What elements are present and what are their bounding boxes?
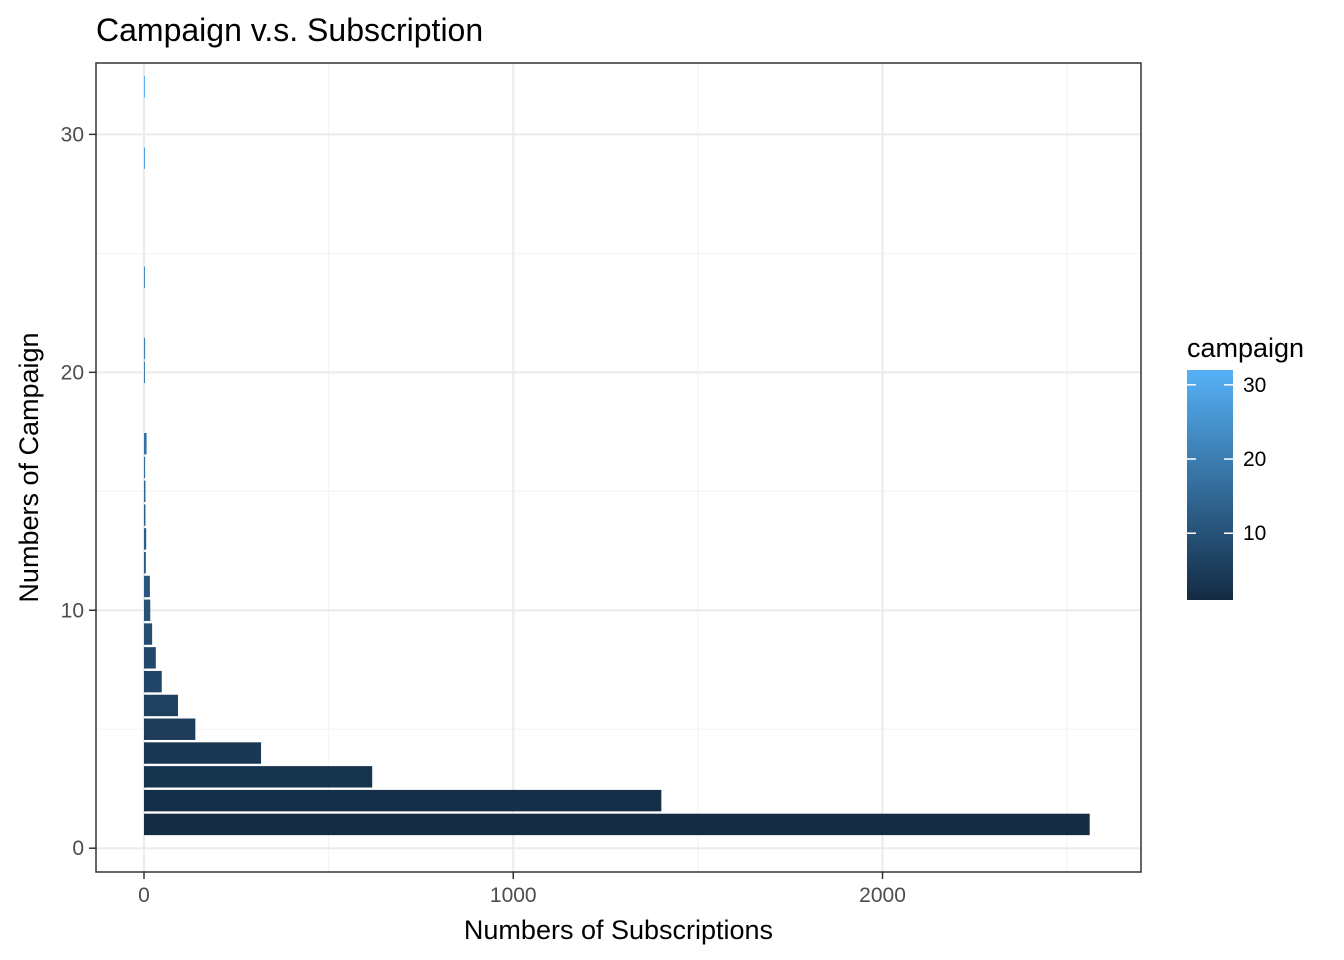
x-tick-label: 1000 (490, 884, 537, 907)
x-axis: 0 1000 2000 (138, 872, 906, 907)
plot-panel (95, 62, 1142, 873)
legend-title: campaign (1187, 333, 1304, 363)
legend-tick-label: 20 (1243, 448, 1266, 471)
legend-colorbar (1187, 370, 1233, 600)
bar-campaign-13 (144, 528, 147, 550)
plot-background (96, 63, 1141, 872)
bar-campaign-15 (144, 480, 146, 503)
bar-campaign-17 (144, 432, 147, 455)
panel-border (95, 62, 1142, 873)
bar-campaign-8 (144, 647, 156, 669)
bar-campaign-4 (144, 742, 262, 764)
y-tick-label: 10 (61, 599, 84, 622)
bar-campaign-11 (144, 575, 150, 598)
y-tick-label: 30 (61, 123, 84, 146)
bar-campaign-1 (144, 813, 1090, 836)
bar-campaign-7 (144, 670, 162, 693)
y-tick-label: 20 (61, 361, 84, 384)
bar-campaign-21 (144, 337, 146, 360)
bar-campaign-5 (144, 718, 196, 740)
y-axis: 0 10 20 30 (61, 123, 96, 860)
bar-campaign-9 (144, 623, 153, 645)
bar-campaign-32 (144, 76, 146, 98)
legend-tick-label: 10 (1243, 522, 1266, 545)
bar-campaign-16 (144, 456, 146, 479)
bar-campaign-3 (144, 766, 373, 788)
y-axis-title: Numbers of Campaign (14, 332, 44, 602)
bar-campaign-29 (144, 147, 146, 169)
legend-ticks: 10 20 30 (1187, 374, 1266, 545)
chart-title: Campaign v.s. Subscription (96, 12, 483, 48)
bar-campaign-2 (144, 789, 662, 812)
legend-tick-label: 30 (1243, 374, 1266, 397)
bar-campaign-20 (144, 361, 146, 384)
bar-campaign-12 (144, 551, 146, 574)
x-tick-label: 0 (138, 884, 150, 907)
bar-campaign-24 (144, 266, 146, 288)
bar-campaign-10 (144, 599, 151, 621)
x-tick-label: 2000 (859, 884, 906, 907)
bars (144, 76, 1090, 836)
y-tick-label: 0 (72, 837, 84, 860)
bar-campaign-14 (144, 504, 146, 526)
x-axis-title: Numbers of Subscriptions (464, 915, 773, 945)
bar-campaign-6 (144, 694, 178, 717)
legend: campaign 10 20 30 (1187, 333, 1304, 600)
